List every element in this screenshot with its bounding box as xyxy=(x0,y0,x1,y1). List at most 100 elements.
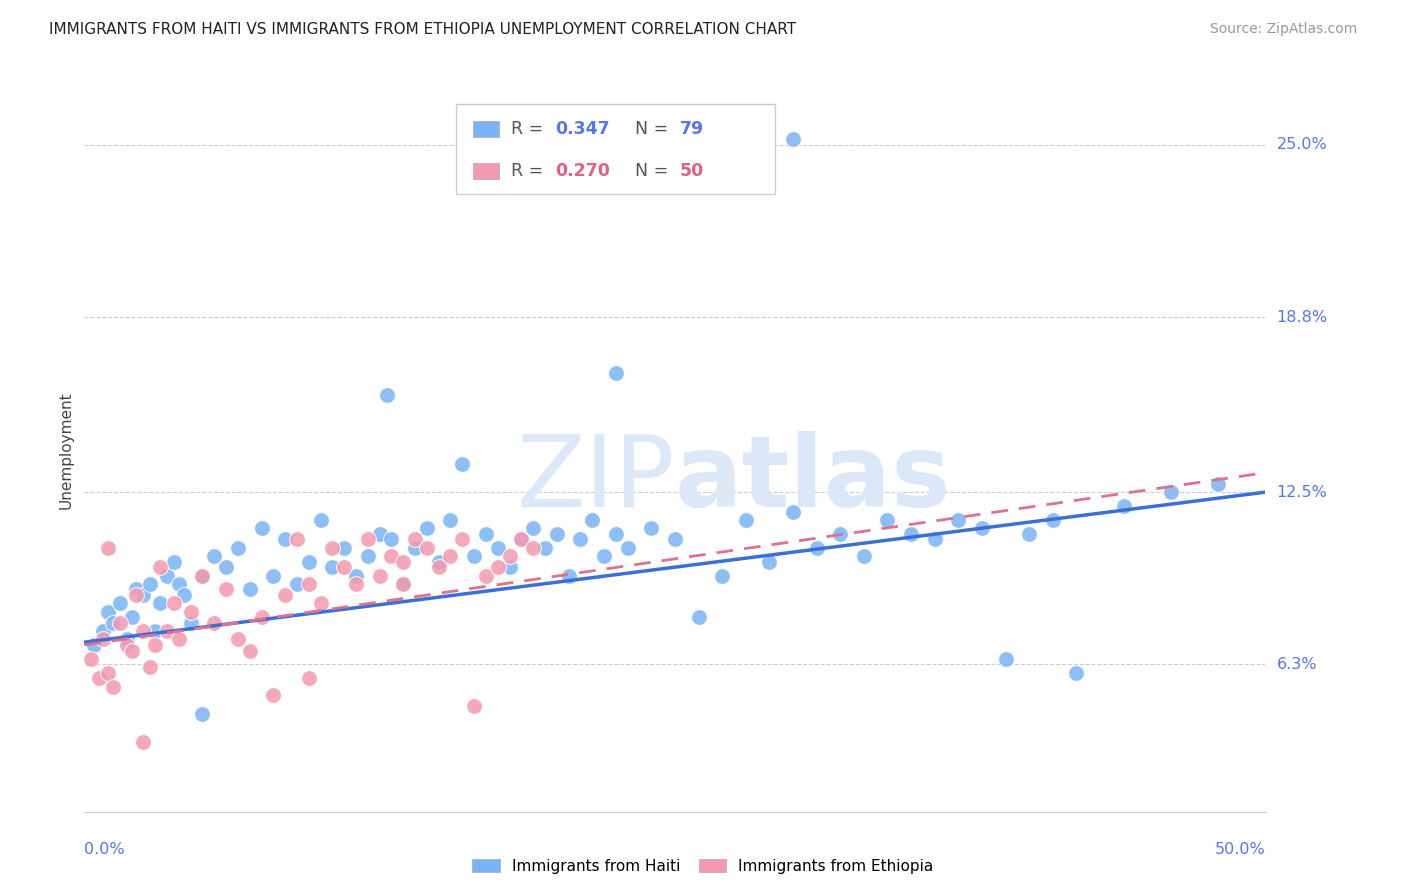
Point xyxy=(139,577,162,591)
Point xyxy=(344,577,367,591)
Point xyxy=(852,549,875,563)
Point xyxy=(522,521,544,535)
Text: 6.3%: 6.3% xyxy=(1277,657,1317,672)
Point xyxy=(486,541,509,555)
Text: N =: N = xyxy=(634,120,673,138)
Point xyxy=(97,541,120,555)
Point xyxy=(298,555,321,569)
Point xyxy=(688,610,710,624)
Point xyxy=(163,555,186,569)
Point xyxy=(132,735,155,749)
Point xyxy=(250,521,273,535)
Text: IMMIGRANTS FROM HAITI VS IMMIGRANTS FROM ETHIOPIA UNEMPLOYMENT CORRELATION CHART: IMMIGRANTS FROM HAITI VS IMMIGRANTS FROM… xyxy=(49,22,796,37)
Point xyxy=(711,568,734,582)
Point xyxy=(274,588,297,602)
Point xyxy=(333,560,356,574)
Point xyxy=(357,549,380,563)
Point xyxy=(486,560,509,574)
Point xyxy=(239,582,262,597)
Point xyxy=(368,526,391,541)
Point xyxy=(605,366,627,380)
Point xyxy=(734,513,756,527)
Point xyxy=(156,568,179,582)
Point xyxy=(782,132,804,146)
Point xyxy=(97,605,120,619)
Point xyxy=(392,555,415,569)
Point xyxy=(1042,513,1064,527)
Point xyxy=(101,680,124,694)
Text: N =: N = xyxy=(634,162,673,180)
Text: 79: 79 xyxy=(679,120,704,138)
Point xyxy=(569,533,592,547)
Point xyxy=(87,671,110,685)
Point xyxy=(285,577,308,591)
Point xyxy=(451,458,474,472)
Point xyxy=(557,568,579,582)
Point xyxy=(534,541,557,555)
Point xyxy=(427,555,450,569)
Point xyxy=(498,560,520,574)
Point xyxy=(108,615,131,630)
Y-axis label: Unemployment: Unemployment xyxy=(58,392,73,509)
Point xyxy=(125,588,148,602)
Point xyxy=(416,541,439,555)
Point xyxy=(91,624,114,639)
Point xyxy=(782,505,804,519)
Point xyxy=(451,533,474,547)
Point xyxy=(475,568,498,582)
Point xyxy=(215,582,238,597)
FancyBboxPatch shape xyxy=(472,121,499,136)
Point xyxy=(333,541,356,555)
Point xyxy=(191,568,214,582)
Text: 0.270: 0.270 xyxy=(555,162,610,180)
Point xyxy=(605,526,627,541)
Point xyxy=(664,533,686,547)
Point xyxy=(139,660,162,674)
Point xyxy=(1160,485,1182,500)
Point xyxy=(309,596,332,610)
Point xyxy=(321,541,343,555)
Text: 50.0%: 50.0% xyxy=(1215,842,1265,857)
Point xyxy=(368,568,391,582)
Point xyxy=(522,541,544,555)
Text: atlas: atlas xyxy=(675,431,952,528)
Point xyxy=(1066,665,1088,680)
Point xyxy=(156,624,179,639)
Point xyxy=(900,526,922,541)
Point xyxy=(285,533,308,547)
Point xyxy=(510,533,533,547)
FancyBboxPatch shape xyxy=(457,103,775,194)
FancyBboxPatch shape xyxy=(472,163,499,179)
Point xyxy=(830,526,852,541)
Point xyxy=(298,577,321,591)
Point xyxy=(404,533,426,547)
Point xyxy=(202,615,225,630)
Point xyxy=(924,533,946,547)
Text: 0.0%: 0.0% xyxy=(84,842,125,857)
Point xyxy=(191,707,214,722)
Point xyxy=(180,605,202,619)
Point xyxy=(321,560,343,574)
Point xyxy=(758,555,780,569)
Text: R =: R = xyxy=(510,162,548,180)
Point xyxy=(948,513,970,527)
Point xyxy=(262,688,284,702)
Point xyxy=(180,615,202,630)
Point xyxy=(143,624,166,639)
Point xyxy=(97,665,120,680)
Point xyxy=(149,560,172,574)
Point xyxy=(475,526,498,541)
Legend: Immigrants from Haiti, Immigrants from Ethiopia: Immigrants from Haiti, Immigrants from E… xyxy=(467,853,939,880)
Point xyxy=(970,521,993,535)
Text: ZIP: ZIP xyxy=(516,431,675,528)
Text: 18.8%: 18.8% xyxy=(1277,310,1327,325)
Text: 25.0%: 25.0% xyxy=(1277,137,1327,153)
Point xyxy=(121,643,143,657)
Text: R =: R = xyxy=(510,120,548,138)
Point xyxy=(108,596,131,610)
Point xyxy=(1112,499,1135,513)
Point xyxy=(115,638,138,652)
Point xyxy=(994,652,1017,666)
Point xyxy=(101,615,124,630)
Point xyxy=(380,549,402,563)
